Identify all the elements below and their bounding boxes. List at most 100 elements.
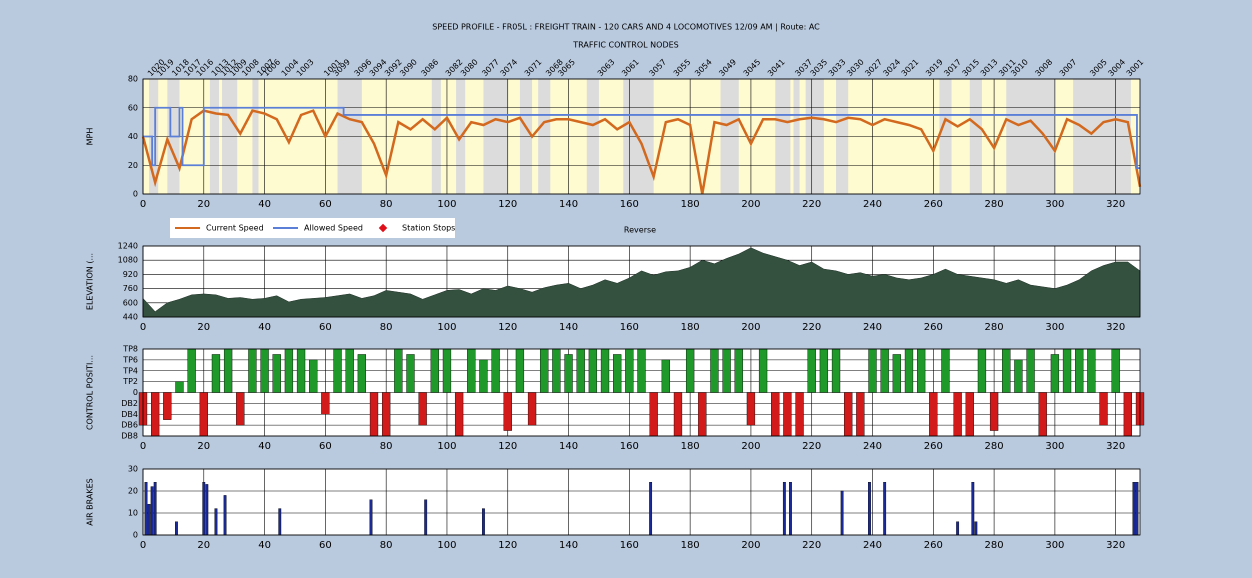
bar (260, 348, 269, 393)
bar (722, 348, 731, 393)
x-tick-label: 180 (681, 540, 700, 551)
bar (916, 348, 926, 393)
x-tick-label: 240 (863, 540, 882, 551)
y-tick-label: TP2 (122, 377, 138, 386)
bar (637, 348, 646, 393)
y-tick-label: 40 (128, 132, 138, 141)
bar (956, 521, 960, 536)
bar (953, 392, 962, 437)
bar (454, 392, 464, 437)
bar (1026, 348, 1035, 393)
x-tick-label: 240 (863, 199, 882, 210)
x-tick-label: 320 (1106, 441, 1125, 452)
y-tick-label: TP4 (122, 366, 138, 375)
bar (467, 348, 476, 393)
bar (406, 354, 415, 393)
bar (795, 392, 804, 437)
bar (698, 392, 707, 437)
x-tick-label: 80 (380, 441, 393, 452)
x-tick-label: 40 (258, 199, 271, 210)
x-tick-label: 280 (985, 322, 1004, 333)
bar (430, 348, 439, 393)
legend-label: Allowed Speed (304, 224, 363, 233)
speed-line (143, 106, 1140, 170)
bar (1135, 482, 1139, 536)
bar (223, 348, 233, 393)
bar (783, 392, 792, 437)
y-tick-label: 600 (123, 298, 138, 307)
bar (278, 508, 282, 536)
bar (883, 482, 887, 536)
bar (151, 392, 160, 437)
y-tick-label: 20 (128, 161, 138, 170)
x-tick-label: 0 (140, 199, 146, 210)
bar (479, 359, 488, 393)
bar (807, 348, 816, 393)
x-tick-label: 300 (1045, 441, 1064, 452)
x-tick-label: 200 (741, 322, 760, 333)
bar (904, 348, 914, 393)
bar (989, 392, 999, 431)
x-tick-label: 140 (559, 322, 578, 333)
plot-area (143, 469, 1140, 535)
y-tick-label: 440 (123, 313, 138, 322)
plot-border (142, 245, 1141, 318)
bar (1050, 354, 1060, 393)
y-tick-label: 760 (123, 284, 138, 293)
bar (840, 490, 844, 536)
x-tick-label: 200 (741, 199, 760, 210)
bar (819, 348, 829, 393)
x-tick-label: 0 (140, 322, 146, 333)
bar (1132, 482, 1136, 536)
x-tick-label: 100 (437, 540, 456, 551)
bar (1075, 348, 1084, 393)
bar (649, 482, 653, 536)
y-tick-label: 30 (128, 465, 138, 474)
speed-line (141, 109, 1142, 195)
y-tick-label: DB2 (121, 399, 138, 408)
x-tick-label: 300 (1045, 540, 1064, 551)
bar (527, 392, 537, 426)
x-tick-label: 120 (498, 540, 517, 551)
bar (856, 392, 865, 437)
y-tick-label: DB8 (121, 432, 138, 441)
bar (272, 354, 281, 393)
bar (175, 381, 184, 393)
bar (552, 348, 561, 393)
x-tick-label: 100 (437, 322, 456, 333)
bar (613, 354, 622, 393)
y-axis-label: AIR BRAKES (86, 478, 95, 526)
x-tick-label: 0 (140, 540, 146, 551)
bar (868, 482, 871, 536)
bar (758, 348, 768, 393)
bar (205, 484, 209, 536)
bar (746, 392, 756, 426)
bar (977, 348, 987, 393)
x-tick-label: 100 (437, 199, 456, 210)
bar (1111, 348, 1120, 393)
bar (248, 348, 257, 393)
bar (424, 499, 428, 536)
y-tick-label: 1240 (118, 242, 138, 251)
bar (150, 486, 154, 536)
y-tick-label: 60 (128, 103, 138, 112)
x-tick-label: 240 (863, 322, 882, 333)
bar (771, 392, 780, 437)
plot-border (142, 348, 1141, 437)
bar (600, 348, 610, 393)
chart-subtitle: TRAFFIC CONTROL NODES (572, 41, 678, 50)
bar (199, 392, 208, 437)
bar (482, 508, 485, 536)
legend-box (170, 218, 455, 238)
x-tick-label: 220 (802, 540, 821, 551)
y-tick-label: 20 (128, 487, 138, 496)
x-tick-label: 220 (802, 441, 821, 452)
x-tick-label: 160 (620, 199, 639, 210)
bar (214, 508, 218, 536)
x-tick-label: 40 (258, 540, 271, 551)
x-tick-label: 20 (197, 540, 210, 551)
y-axis-label: MPH (86, 128, 95, 146)
x-tick-label: 180 (681, 322, 700, 333)
legend-label: Current Speed (206, 224, 264, 233)
x-tick-label: 220 (802, 322, 821, 333)
